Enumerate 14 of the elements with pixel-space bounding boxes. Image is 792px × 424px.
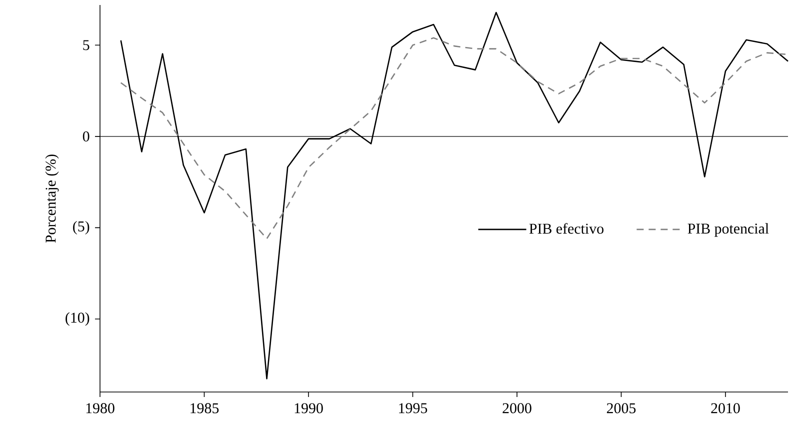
y-tick-label: 5 [83, 40, 90, 50]
legend-label: PIB efectivo [529, 223, 604, 234]
x-tick-label: 1990 [294, 403, 323, 414]
y-axis-title: Porcentaje (%) [45, 154, 59, 243]
x-tick-label: 1980 [86, 403, 114, 414]
x-tick-label: 2005 [606, 403, 636, 414]
y-tick-label: (10) [66, 312, 90, 326]
x-tick-label: 1995 [399, 403, 428, 414]
y-tick-label: 0 [82, 131, 90, 142]
x-tick-label: 1985 [190, 403, 219, 414]
y-tick-label: (5) [73, 220, 90, 234]
legend-label: PIB potencial [688, 223, 769, 237]
x-tick-label: 2000 [502, 403, 532, 414]
x-tick-label: 2010 [711, 403, 740, 414]
